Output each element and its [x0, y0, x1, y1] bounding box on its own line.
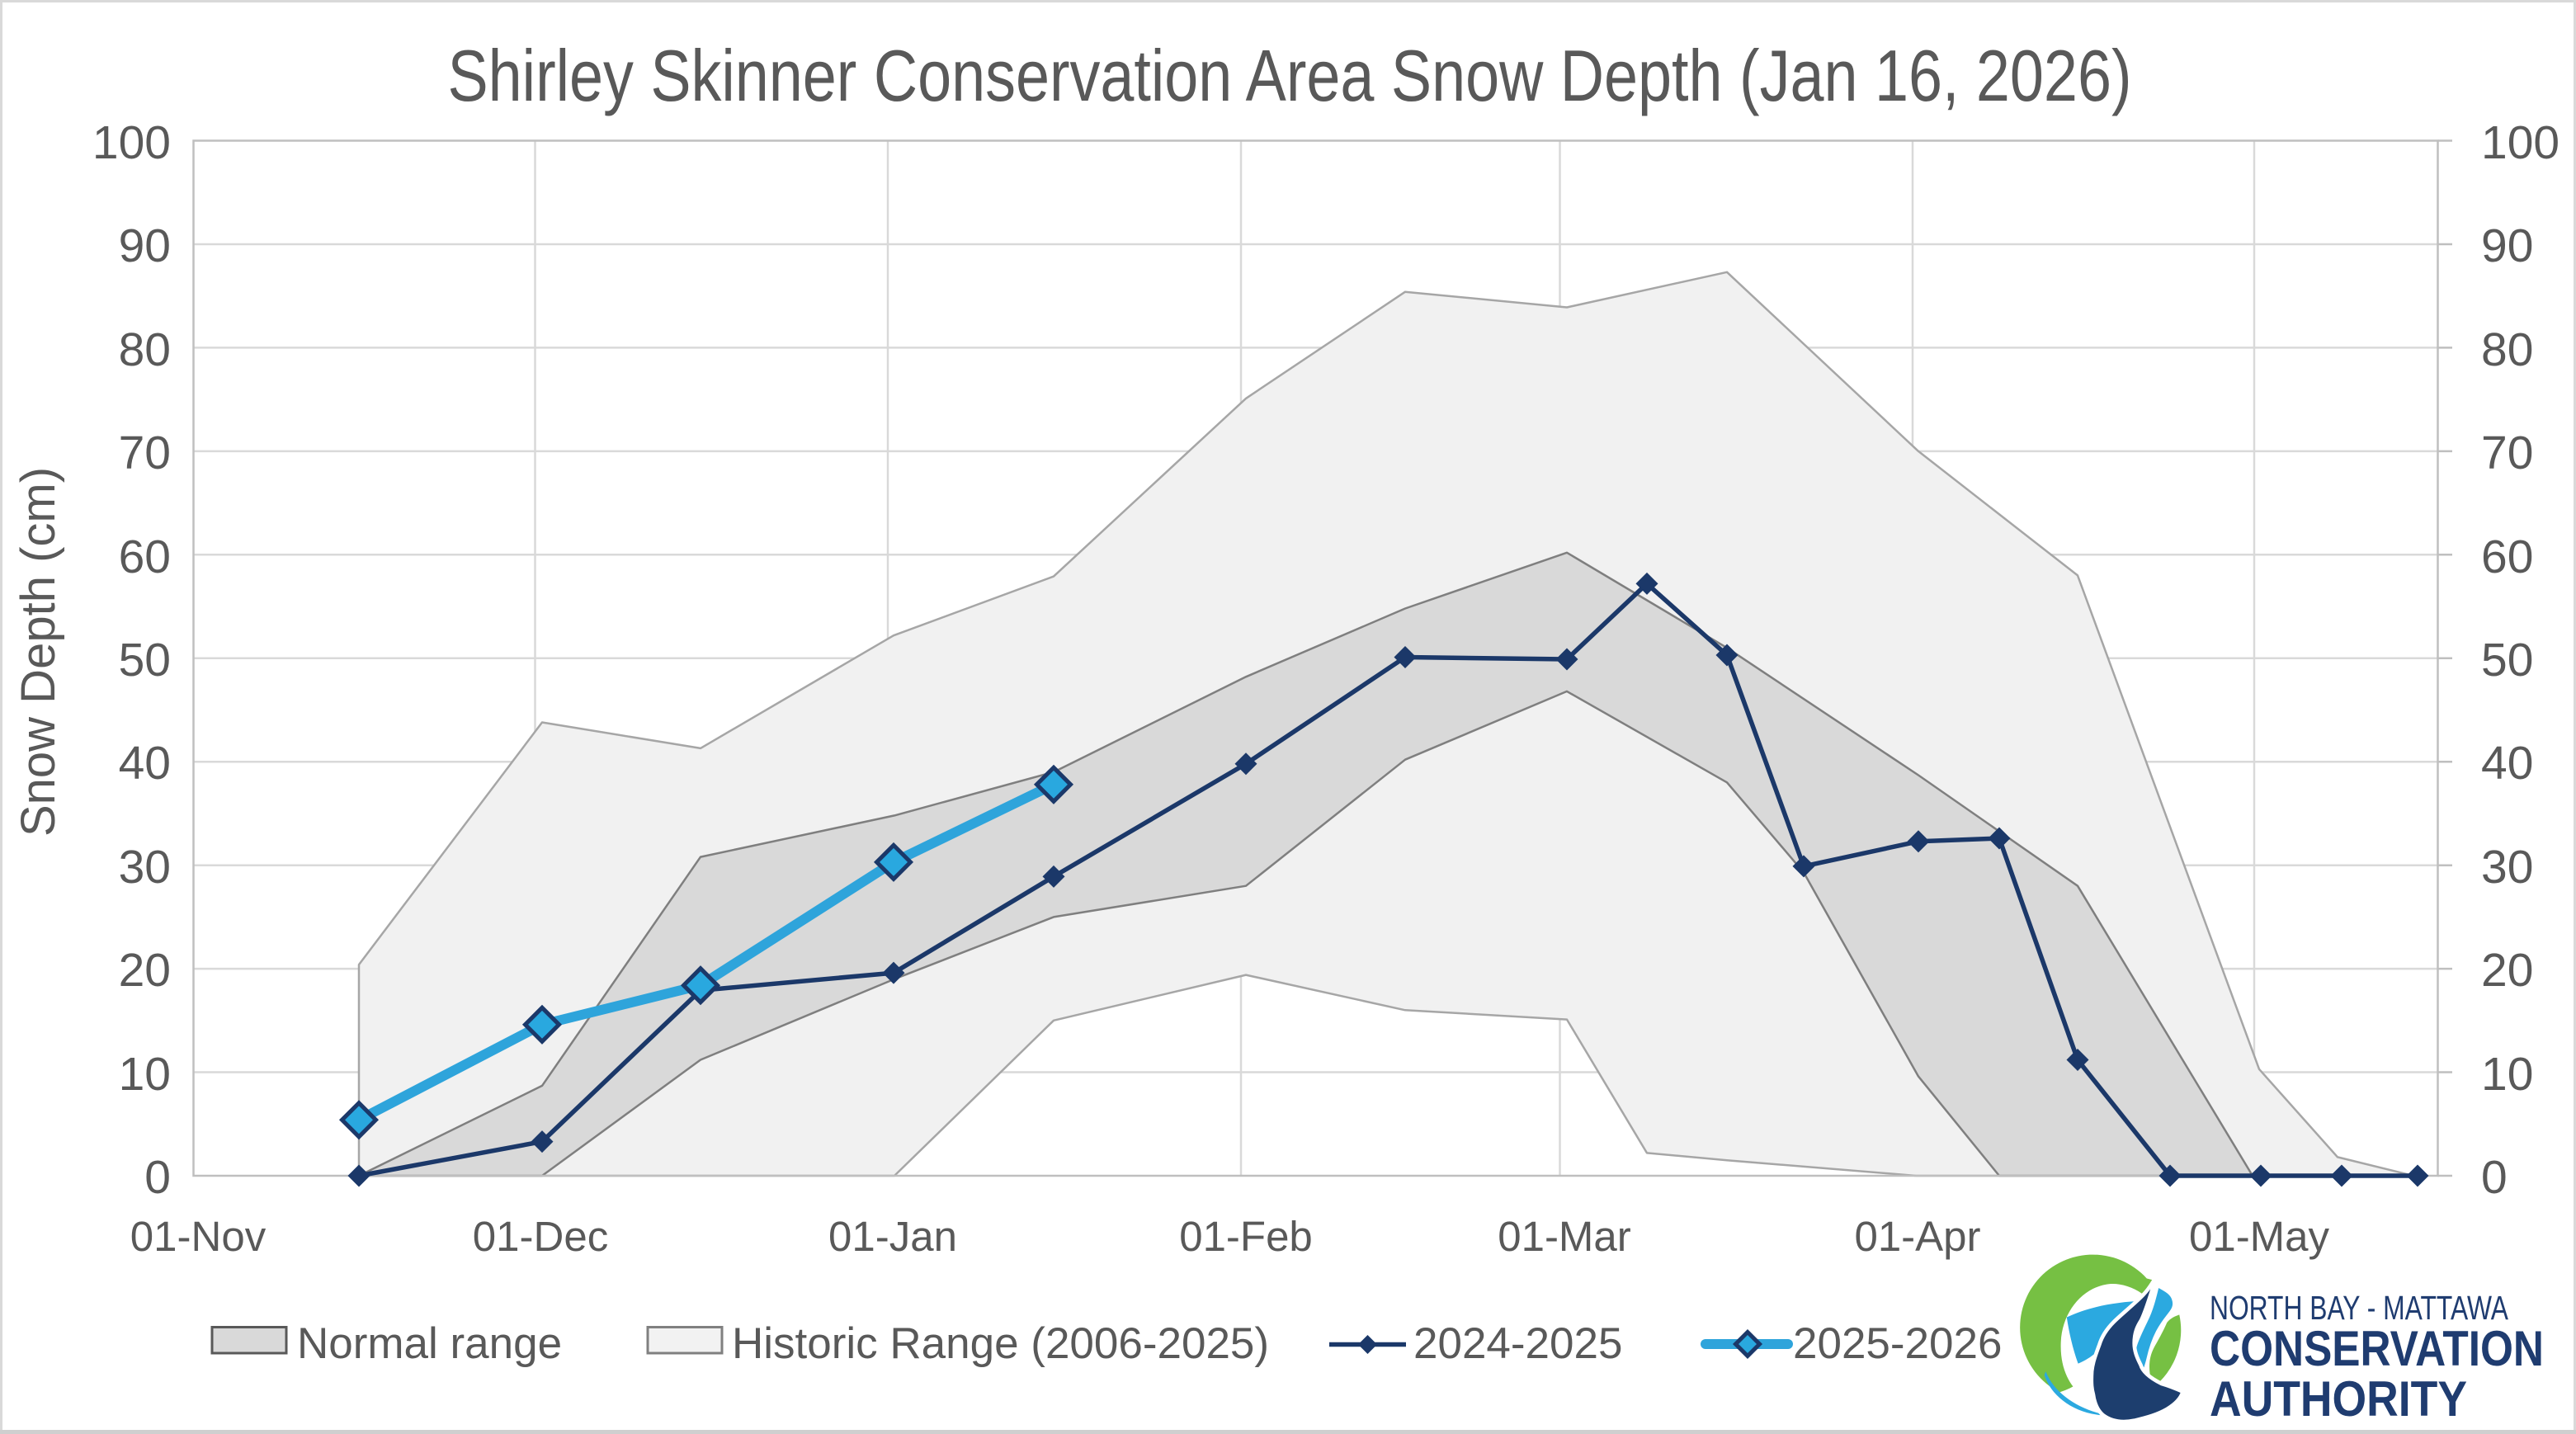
- svg-text:30: 30: [2481, 841, 2533, 894]
- svg-text:CONSERVATION: CONSERVATION: [2210, 1321, 2544, 1376]
- svg-text:01-May: 01-May: [2189, 1213, 2330, 1260]
- svg-text:0: 0: [2481, 1151, 2508, 1204]
- svg-text:80: 80: [2481, 323, 2533, 376]
- svg-text:10: 10: [2481, 1048, 2533, 1101]
- svg-text:60: 60: [2481, 531, 2533, 583]
- svg-text:100: 100: [92, 116, 171, 169]
- svg-text:Shirley Skinner Conservation A: Shirley Skinner Conservation Area Snow D…: [448, 35, 2132, 116]
- svg-text:90: 90: [2481, 219, 2533, 272]
- svg-text:10: 10: [119, 1048, 171, 1101]
- svg-text:AUTHORITY: AUTHORITY: [2210, 1371, 2467, 1427]
- svg-text:0: 0: [144, 1151, 171, 1204]
- svg-text:Normal range: Normal range: [297, 1319, 562, 1368]
- svg-text:Historic Range (2006-2025): Historic Range (2006-2025): [732, 1319, 1269, 1368]
- svg-text:70: 70: [2481, 427, 2533, 479]
- svg-text:30: 30: [119, 841, 171, 894]
- svg-text:50: 50: [119, 634, 171, 686]
- svg-text:70: 70: [119, 427, 171, 479]
- svg-text:Snow Depth (cm): Snow Depth (cm): [12, 467, 65, 837]
- svg-text:40: 40: [119, 737, 171, 790]
- svg-text:50: 50: [2481, 634, 2533, 686]
- svg-text:01-Mar: 01-Mar: [1498, 1213, 1631, 1260]
- svg-text:20: 20: [119, 944, 171, 997]
- svg-text:01-Jan: 01-Jan: [828, 1213, 957, 1260]
- svg-text:01-Nov: 01-Nov: [130, 1213, 267, 1260]
- svg-text:20: 20: [2481, 944, 2533, 997]
- svg-text:01-Feb: 01-Feb: [1179, 1213, 1313, 1260]
- svg-text:NORTH BAY - MATTAWA: NORTH BAY - MATTAWA: [2210, 1289, 2508, 1327]
- svg-text:90: 90: [119, 219, 171, 272]
- svg-text:01-Apr: 01-Apr: [1854, 1213, 1980, 1260]
- svg-text:2025-2026: 2025-2026: [1793, 1319, 2002, 1368]
- svg-text:2024-2025: 2024-2025: [1413, 1319, 1622, 1368]
- svg-text:01-Dec: 01-Dec: [473, 1213, 608, 1260]
- svg-text:80: 80: [119, 323, 171, 376]
- svg-text:60: 60: [119, 531, 171, 583]
- svg-text:40: 40: [2481, 737, 2533, 790]
- svg-text:100: 100: [2481, 116, 2559, 169]
